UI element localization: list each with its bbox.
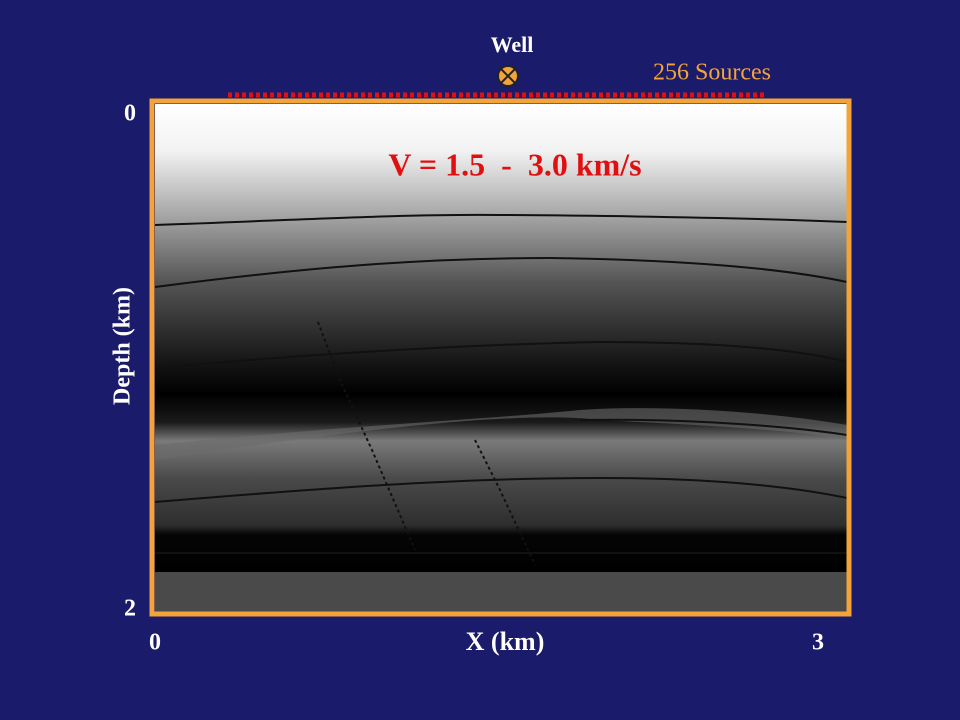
chart-title: V = 1.5 - 3.0 km/s <box>388 146 641 182</box>
y-axis-label: Depth (km) <box>110 287 136 405</box>
horizons <box>154 213 848 554</box>
faults <box>317 321 536 566</box>
sources-label: 256 Sources <box>653 60 771 86</box>
well-symbol <box>497 65 519 87</box>
x-tick-label: 0 <box>149 630 161 656</box>
bottom-layer <box>155 572 847 612</box>
velocity-image <box>154 104 848 612</box>
x-tick-label: 3 <box>812 630 824 656</box>
velocity-field <box>155 104 847 572</box>
plot-frame <box>149 98 852 617</box>
well-label: Well <box>491 32 534 57</box>
y-tick-label: 2 <box>124 596 136 622</box>
x-axis-label: X (km) <box>466 627 545 656</box>
y-tick-label: 0 <box>124 101 136 127</box>
